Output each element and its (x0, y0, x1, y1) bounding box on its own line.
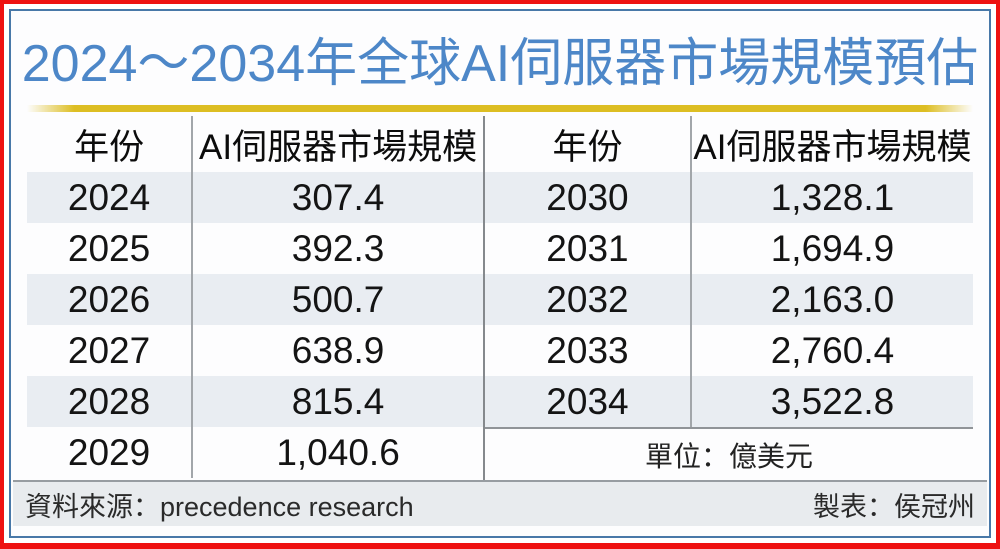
year-cell: 2032 (485, 274, 692, 325)
value-cell: 1,328.1 (770, 176, 895, 218)
table-row: 2026 500.7 (27, 274, 483, 325)
value-cell: 1,040.6 (276, 431, 400, 473)
unit-row: 單位：億美元 (484, 427, 973, 480)
table-row: 2027 638.9 (27, 325, 483, 376)
left-table-header: 年份 AI伺服器市場規模 (27, 116, 483, 172)
left-table: 年份 AI伺服器市場規模 2024 307.4 2025 392.3 2026 … (27, 116, 483, 480)
table-row: 2034 3,522.8 (484, 376, 973, 427)
table-row: 2025 392.3 (27, 223, 483, 274)
year-cell: 2026 (27, 274, 194, 325)
value-cell: 500.7 (291, 278, 385, 320)
year-cell: 2030 (485, 172, 692, 223)
source-text: 資料來源：precedence research (25, 491, 414, 522)
year-cell: 2029 (27, 427, 194, 478)
year-cell: 2027 (27, 325, 194, 376)
title-bar: 2024～2034年全球AI伺服器市場規模預估 (11, 11, 989, 105)
year-cell: 2033 (485, 325, 692, 376)
right-table-header: 年份 AI伺服器市場規模 (485, 116, 973, 172)
value-cell: 2,163.0 (770, 278, 895, 320)
year-cell: 2031 (485, 223, 692, 274)
value-cell: 815.4 (291, 380, 385, 422)
market-size-column-header: AI伺服器市場規模 (693, 127, 972, 167)
table-row: 2033 2,760.4 (485, 325, 973, 376)
year-cell: 2034 (485, 376, 692, 427)
right-table: 年份 AI伺服器市場規模 2030 1,328.1 2031 1,694.9 2… (482, 116, 973, 480)
blue-panel: 2024～2034年全球AI伺服器市場規模預估 年份 AI伺服器市場規模 202… (9, 9, 991, 538)
gold-divider (27, 105, 973, 112)
value-cell: 638.9 (291, 329, 385, 371)
year-cell: 2025 (27, 223, 194, 274)
value-cell: 2,760.4 (770, 329, 895, 371)
credit-text: 製表：侯冠州 (813, 491, 975, 522)
year-cell: 2024 (27, 172, 194, 223)
year-column-header: 年份 (485, 116, 692, 172)
bottom-gap (11, 526, 989, 536)
year-column-header: 年份 (27, 116, 194, 172)
value-cell: 392.3 (291, 227, 385, 269)
value-cell: 307.4 (291, 176, 385, 218)
table-row: 2031 1,694.9 (485, 223, 973, 274)
unit-note: 單位：億美元 (644, 440, 813, 472)
table-row: 2029 1,040.6 (27, 427, 483, 478)
page-title: 2024～2034年全球AI伺服器市場規模預估 (21, 34, 979, 93)
table-row: 2028 815.4 (27, 376, 483, 427)
table-row: 2030 1,328.1 (484, 172, 973, 223)
year-cell: 2028 (27, 376, 194, 427)
forecast-tables: 年份 AI伺服器市場規模 2024 307.4 2025 392.3 2026 … (27, 116, 973, 480)
table-row: 2024 307.4 (27, 172, 483, 223)
market-size-column-header: AI伺服器市場規模 (199, 127, 478, 167)
table-row: 2032 2,163.0 (484, 274, 973, 325)
footer-band: 資料來源：precedence research 製表：侯冠州 (13, 480, 987, 526)
value-cell: 3,522.8 (770, 380, 895, 422)
value-cell: 1,694.9 (770, 227, 895, 269)
